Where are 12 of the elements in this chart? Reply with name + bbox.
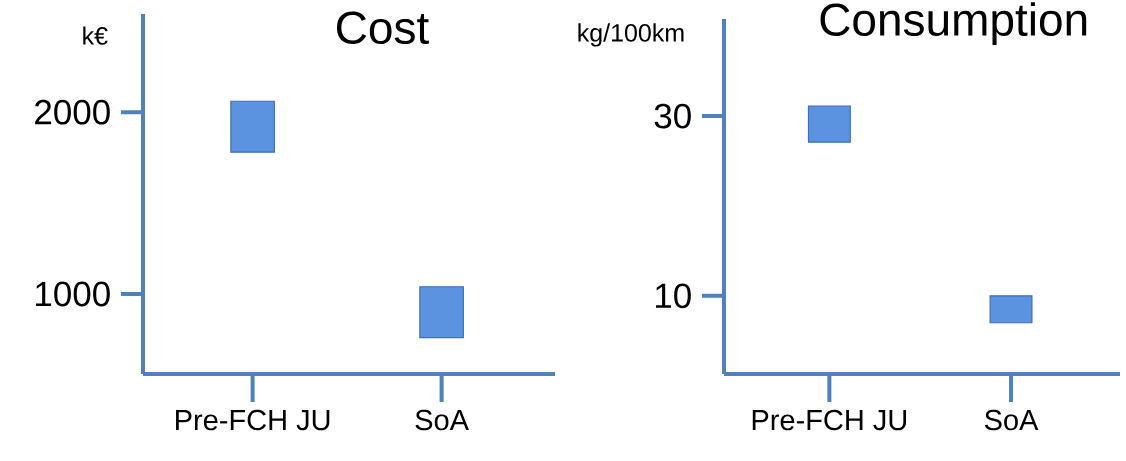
x-tick-label: SoA <box>415 409 469 431</box>
x-tick-label: SoA <box>984 409 1039 431</box>
y-axis-title: k€ <box>83 26 108 45</box>
y-tick-label: 2000 <box>35 99 110 125</box>
chart-title: Consumption <box>820 2 1087 46</box>
x-tick-label: Pre-FCH JU <box>752 409 907 431</box>
y-tick-label: 1000 <box>36 281 110 307</box>
y-tick-label: 10 <box>655 283 691 309</box>
y-axis-title: kg/100km <box>578 23 684 47</box>
x-tick-label: Pre-FCH JU <box>176 409 330 431</box>
y-tick-label: 30 <box>654 103 691 129</box>
chart-title: Cost <box>337 11 429 45</box>
